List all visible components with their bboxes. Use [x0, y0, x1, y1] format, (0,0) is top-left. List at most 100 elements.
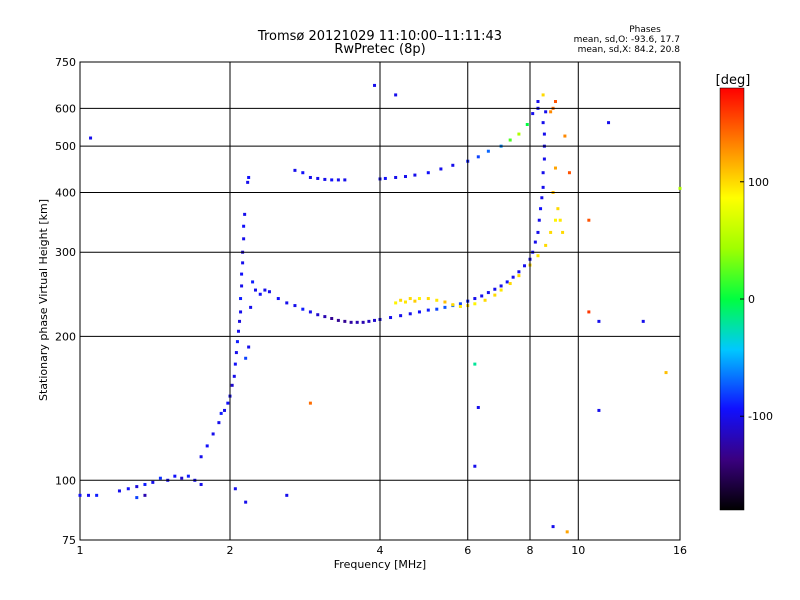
- data-point: [542, 132, 546, 136]
- data-point: [417, 297, 421, 301]
- data-point: [480, 294, 484, 298]
- data-point: [544, 243, 548, 247]
- data-point: [323, 315, 327, 319]
- data-point: [239, 310, 243, 314]
- data-point: [135, 496, 139, 500]
- x-axis-label: Frequency [MHz]: [334, 558, 426, 571]
- data-point: [508, 138, 512, 142]
- data-point: [242, 237, 246, 241]
- data-point: [413, 299, 417, 303]
- data-point: [473, 297, 477, 301]
- data-point: [678, 186, 682, 190]
- data-point: [531, 112, 535, 116]
- data-point: [558, 218, 562, 222]
- data-point: [235, 340, 239, 344]
- data-point: [641, 319, 645, 323]
- data-point: [242, 224, 246, 228]
- data-point: [267, 290, 271, 294]
- data-point: [505, 280, 509, 284]
- data-point: [451, 303, 455, 307]
- data-point: [541, 185, 545, 189]
- data-point: [541, 93, 545, 97]
- data-point: [542, 157, 546, 161]
- data-point: [541, 171, 545, 175]
- data-point: [186, 474, 190, 478]
- data-point: [551, 525, 555, 529]
- data-point: [508, 282, 512, 286]
- data-point: [89, 136, 93, 140]
- data-point: [536, 100, 540, 104]
- data-point: [143, 493, 147, 497]
- y-tick-label: 200: [55, 330, 76, 343]
- x-axis-ticks: 1 2 4 6 8 10 16: [77, 62, 687, 557]
- data-point: [553, 166, 557, 170]
- data-point: [126, 487, 130, 491]
- data-point: [316, 313, 320, 317]
- data-point: [540, 196, 544, 200]
- data-point: [443, 300, 447, 304]
- data-point: [536, 254, 540, 258]
- data-point: [458, 304, 462, 308]
- data-point: [336, 178, 340, 182]
- x-tick-label: 10: [571, 544, 585, 557]
- data-point: [389, 316, 393, 320]
- data-point: [408, 312, 412, 316]
- data-point: [180, 476, 184, 480]
- data-point: [247, 175, 251, 179]
- data-point: [426, 171, 430, 175]
- data-point: [403, 175, 407, 179]
- data-point: [253, 288, 257, 292]
- data-point: [343, 319, 347, 323]
- data-point: [523, 264, 527, 268]
- phase-info-header: Phases: [629, 25, 661, 35]
- x-tick-label: 1: [77, 544, 84, 557]
- data-point: [336, 318, 340, 322]
- x-tick-label: 6: [464, 544, 471, 557]
- data-point: [308, 310, 312, 314]
- data-point: [240, 284, 244, 288]
- data-point: [117, 489, 121, 493]
- data-point: [244, 500, 248, 504]
- data-point: [373, 83, 377, 87]
- data-point: [493, 287, 497, 291]
- data-point: [607, 121, 611, 125]
- y-tick-label: 300: [55, 246, 76, 259]
- data-point: [244, 356, 248, 360]
- data-point: [246, 180, 250, 184]
- data-point: [247, 345, 251, 349]
- data-point: [473, 362, 477, 366]
- data-point: [308, 175, 312, 179]
- data-point: [426, 308, 430, 312]
- data-point: [349, 320, 353, 324]
- data-point: [417, 310, 421, 314]
- data-point: [355, 320, 359, 324]
- colorbar-tick-label: -100: [748, 410, 773, 423]
- data-point: [230, 383, 234, 387]
- phase-info-x: mean, sd,X: 84.2, 20.8: [578, 45, 681, 55]
- data-point: [95, 493, 99, 497]
- data-point: [549, 230, 553, 234]
- data-point: [394, 93, 398, 97]
- y-tick-label: 100: [55, 474, 76, 487]
- data-point: [361, 320, 365, 324]
- data-point: [443, 305, 447, 309]
- data-point: [517, 274, 521, 278]
- data-point: [553, 218, 557, 222]
- data-point: [249, 305, 253, 309]
- data-point: [476, 405, 480, 409]
- data-point: [373, 318, 377, 322]
- data-point: [426, 297, 430, 301]
- data-point: [537, 218, 541, 222]
- data-point: [435, 307, 439, 311]
- data-point: [233, 362, 237, 366]
- data-point: [553, 100, 557, 104]
- data-point: [173, 474, 177, 478]
- data-point: [533, 240, 537, 244]
- data-point: [587, 310, 591, 314]
- data-point: [293, 168, 297, 172]
- chart-subtitle: RwPretec (8p): [334, 42, 425, 57]
- data-point: [276, 297, 280, 301]
- data-point: [499, 284, 503, 288]
- data-point: [211, 432, 215, 436]
